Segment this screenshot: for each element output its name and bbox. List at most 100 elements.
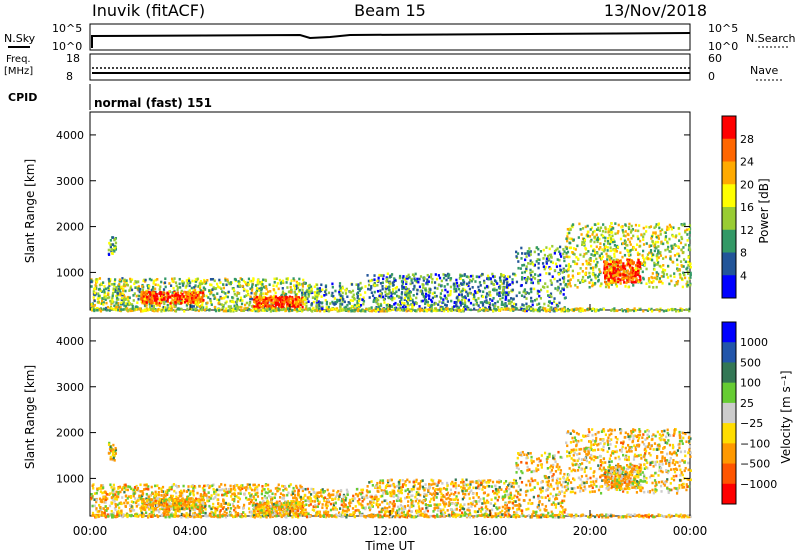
power-cell: [617, 230, 620, 233]
power-cell: [482, 290, 485, 294]
power-cell: [450, 299, 453, 303]
power-cell: [632, 261, 635, 265]
velocity-cell: [221, 507, 224, 510]
power-cell: [520, 294, 524, 298]
velocity-cell: [265, 496, 268, 500]
power-cell: [191, 297, 194, 301]
power-cell: [345, 289, 348, 292]
velocity-cell: [98, 487, 101, 490]
cpid-text: normal (fast) 151: [94, 96, 212, 110]
velocity-cell: [132, 500, 135, 504]
velocity-cell: [222, 493, 225, 497]
velocity-cell: [160, 513, 163, 517]
power-cell: [297, 283, 300, 287]
power-cell: [491, 288, 495, 292]
power-cell: [604, 274, 607, 278]
freq-left-tick-top: 18: [66, 52, 80, 65]
power-cell: [664, 235, 668, 238]
power-cell: [388, 305, 391, 308]
power-cell: [448, 273, 451, 277]
power-cell: [408, 298, 411, 301]
power-cell: [627, 285, 630, 289]
power-cell: [321, 305, 324, 309]
power-cell: [602, 307, 606, 311]
power-cell: [176, 307, 179, 311]
power-cell: [624, 230, 627, 233]
power-cell: [621, 242, 625, 245]
velocity-cell: [207, 491, 210, 494]
power-cell: [429, 288, 432, 291]
power-cell: [669, 274, 672, 278]
power-cell: [620, 264, 623, 268]
power-cell: [314, 295, 317, 299]
power-cell: [622, 266, 625, 270]
velocity-cell: [282, 497, 286, 500]
power-cell: [126, 302, 129, 306]
velocity-cell: [260, 492, 263, 496]
velocity-cell: [116, 503, 119, 507]
power-cell: [453, 305, 456, 308]
power-cell: [608, 242, 612, 246]
power-cell: [411, 300, 415, 304]
power-cell: [119, 302, 123, 306]
power-cell: [605, 274, 608, 277]
power-cell: [232, 300, 235, 304]
power-cell: [114, 290, 117, 294]
power-cell: [160, 292, 163, 295]
power-cell: [493, 279, 497, 282]
power-cell: [105, 308, 108, 312]
power-cell: [682, 265, 685, 268]
power-cell: [481, 302, 485, 306]
velocity-cell: [176, 485, 179, 489]
velocity-cell: [224, 501, 228, 505]
power-cell: [546, 290, 549, 293]
power-cell: [444, 303, 447, 307]
velocity-cell: [266, 483, 270, 487]
power-cell: [359, 293, 362, 297]
power-cell: [657, 245, 660, 248]
power-cell: [639, 267, 642, 270]
power-cell: [317, 292, 320, 295]
velocity-cell: [271, 492, 274, 496]
velocity-cell: [132, 488, 136, 492]
power-cell: [531, 300, 534, 303]
power-cell: [504, 295, 508, 299]
power-cell: [163, 281, 167, 285]
power-cell: [429, 308, 432, 312]
power-cell: [314, 309, 317, 313]
power-cell: [498, 284, 502, 288]
power-cell: [385, 285, 388, 288]
power-cell: [687, 260, 690, 264]
velocity-cell: [255, 514, 258, 518]
power-cell: [636, 251, 640, 255]
power-cell: [403, 296, 407, 300]
power-cell: [615, 309, 618, 312]
velocity-cell: [167, 489, 171, 492]
power-cell: [331, 300, 334, 304]
power-cell: [469, 301, 473, 305]
power-cell: [275, 301, 278, 305]
velocity-cell: [274, 492, 277, 496]
power-cell: [609, 263, 612, 266]
power-cell: [511, 278, 514, 281]
power-cell: [490, 280, 493, 284]
power-cell: [604, 285, 608, 289]
power-cell: [258, 296, 261, 299]
power-cell: [512, 302, 516, 306]
velocity-cell: [248, 485, 252, 489]
power-cell: [166, 299, 169, 302]
power-cell: [289, 297, 292, 301]
power-cell: [611, 238, 615, 241]
power-cell: [301, 300, 305, 304]
power-cell: [632, 246, 636, 250]
velocity-cell: [290, 499, 293, 503]
power-cell: [673, 254, 677, 257]
power-cell: [628, 272, 631, 276]
power-cell: [498, 276, 502, 280]
power-cell: [655, 256, 659, 259]
power-cell: [649, 225, 653, 228]
power-cell: [666, 225, 669, 229]
power-cell: [205, 294, 208, 298]
power-cell: [283, 292, 286, 295]
power-cell: [249, 287, 252, 291]
